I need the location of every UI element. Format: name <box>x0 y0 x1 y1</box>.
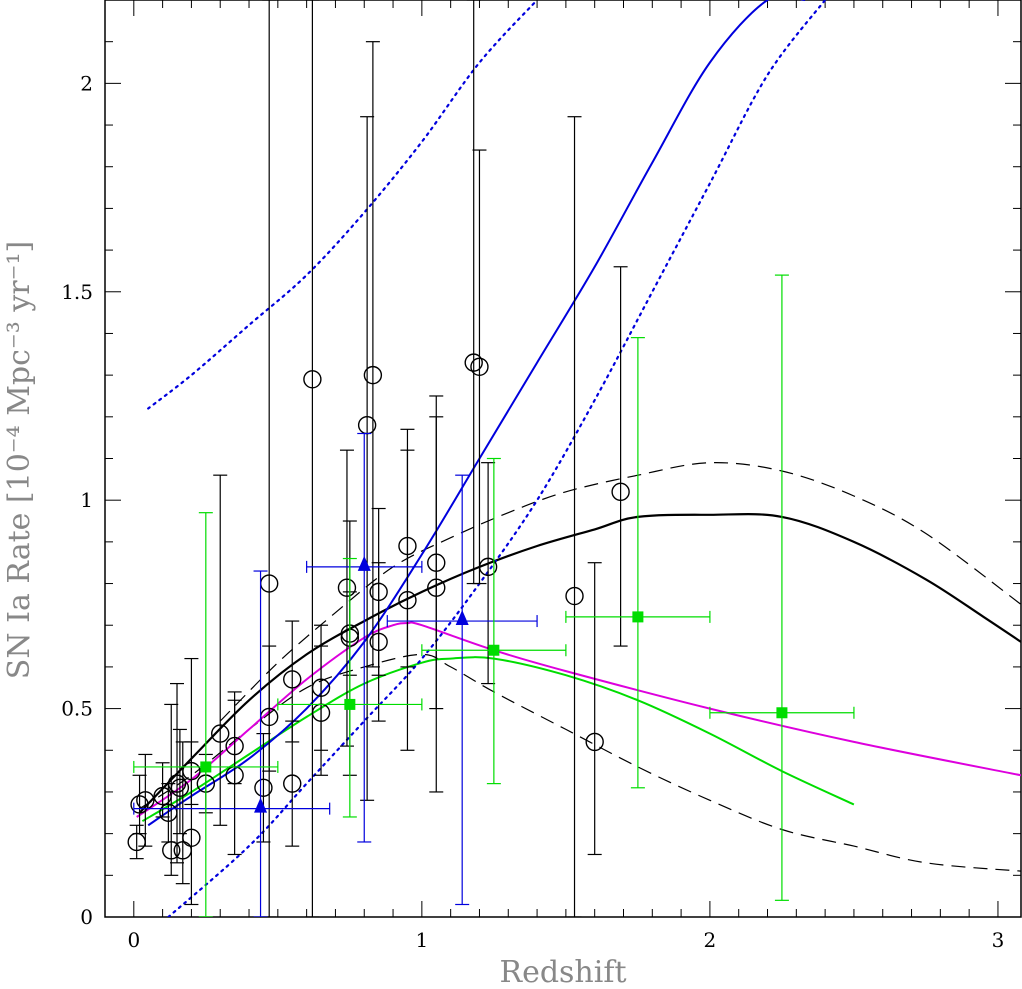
filled-square-point <box>277 557 423 818</box>
circle-marker <box>611 482 630 502</box>
circle-marker <box>167 774 187 793</box>
x-tick-label: 0 <box>127 928 140 952</box>
circle-marker <box>478 557 498 577</box>
open-circle-point <box>254 732 273 843</box>
circle-marker <box>464 353 483 372</box>
open-circle-point <box>398 449 417 751</box>
y-tick-label: 0 <box>80 905 93 929</box>
circle-marker <box>211 724 230 743</box>
open-circle-point <box>585 562 604 856</box>
filled-square-point <box>421 457 567 785</box>
filled-square-point <box>709 274 855 901</box>
model-curve-5 <box>147 0 805 827</box>
open-circle-point <box>369 562 388 722</box>
tick-labels: 0 1 2 3 0 0.5 1 1.5 2 <box>61 71 1004 952</box>
filled-triangle-point <box>306 432 423 843</box>
circle-marker <box>369 632 388 652</box>
circle-marker <box>130 795 149 814</box>
triangle-marker <box>455 610 469 626</box>
triangle-marker <box>254 797 268 813</box>
circle-marker <box>254 778 273 797</box>
circle-marker <box>303 370 322 389</box>
open-circle-point <box>337 449 357 747</box>
axis-ticks <box>105 0 1021 918</box>
square-marker <box>200 761 212 773</box>
filled-square-point <box>133 512 279 917</box>
circle-marker <box>427 578 446 597</box>
filled-triangle-point <box>133 570 331 917</box>
y-axis-title: SN Ia Rate [10⁻⁴ Mpc⁻³ yr⁻¹] <box>2 241 37 679</box>
triangle-marker <box>357 555 371 571</box>
circle-marker <box>170 778 190 797</box>
y-tick-label: 1 <box>80 488 93 512</box>
open-circle-point <box>130 774 149 835</box>
square-marker <box>632 611 644 623</box>
y-tick-label: 0.5 <box>61 697 93 721</box>
filled-triangle-point <box>386 474 538 906</box>
open-circle-point <box>611 266 630 647</box>
model-curve-0 <box>138 513 1021 814</box>
x-tick-label: 2 <box>704 928 717 952</box>
x-tick-label: 1 <box>415 928 428 952</box>
circle-marker <box>283 670 302 689</box>
model-curve-6 <box>147 0 539 410</box>
circle-marker <box>162 841 181 860</box>
square-marker <box>344 698 356 710</box>
open-circle-point <box>182 741 201 806</box>
circle-marker <box>182 828 201 848</box>
open-circle-point <box>565 116 584 917</box>
open-circle-point <box>127 824 146 860</box>
open-circle-point <box>470 149 489 585</box>
model-curve-1 <box>219 462 1021 722</box>
circle-marker <box>225 736 244 756</box>
x-tick-label: 3 <box>992 928 1005 952</box>
square-marker <box>488 644 500 656</box>
circle-marker <box>337 578 357 597</box>
model-curves <box>136 0 1021 917</box>
x-axis-title: Redshift <box>499 955 626 989</box>
circle-marker <box>363 365 383 385</box>
y-tick-label: 1.5 <box>61 280 93 304</box>
model-curve-7 <box>167 0 827 917</box>
filled-square-point <box>565 337 711 789</box>
model-curve-3 <box>136 621 1021 818</box>
model-curve-2 <box>139 653 1021 872</box>
open-circle-point <box>170 728 190 835</box>
model-curve-4 <box>141 656 855 822</box>
square-marker <box>776 707 788 719</box>
open-circle-point <box>427 395 446 793</box>
open-circle-point <box>136 753 155 847</box>
open-circle-point <box>225 691 244 785</box>
open-circle-point <box>283 720 302 847</box>
circle-marker <box>565 586 584 606</box>
circle-marker <box>283 774 302 793</box>
open-circle-point <box>478 462 498 685</box>
data-points <box>127 0 855 917</box>
circle-marker <box>470 357 489 376</box>
open-circle-point <box>167 682 187 864</box>
circle-marker <box>182 761 201 781</box>
open-circle-point <box>303 0 322 917</box>
y-tick-label: 2 <box>80 71 93 95</box>
circle-marker <box>585 732 604 752</box>
circle-marker <box>398 591 417 610</box>
